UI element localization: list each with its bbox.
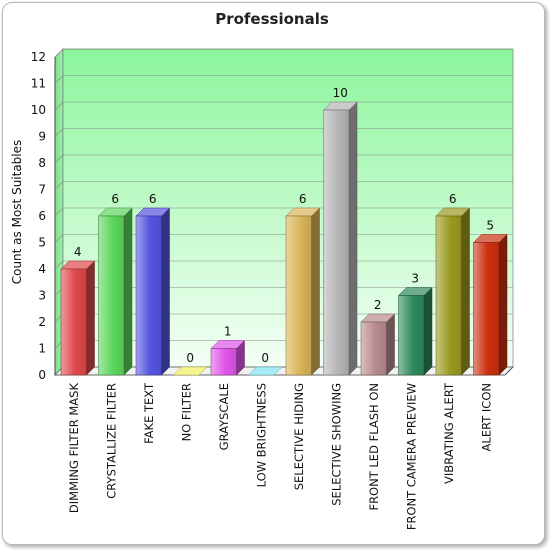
y-tick-label: 9 bbox=[38, 130, 46, 144]
bar-side bbox=[86, 260, 95, 376]
bar-group bbox=[472, 233, 508, 376]
gridline-wall bbox=[54, 234, 64, 243]
data-label: 0 bbox=[186, 351, 194, 365]
data-label: 6 bbox=[111, 192, 119, 206]
x-tick-label: SELECTIVE SHOWING bbox=[329, 383, 343, 506]
x-tick-label: CRYSTALLIZE FILTER bbox=[104, 383, 118, 499]
gridline-wall bbox=[54, 128, 64, 137]
data-label: 4 bbox=[74, 245, 82, 259]
data-label: 6 bbox=[299, 192, 307, 206]
bar-side bbox=[348, 101, 358, 376]
bar bbox=[98, 215, 125, 376]
gridline-wall bbox=[54, 48, 64, 58]
chart-title: Professionals bbox=[215, 10, 329, 28]
gridline-wall bbox=[54, 181, 64, 190]
bar bbox=[135, 215, 162, 376]
x-tick-label: FAKE TEXT bbox=[142, 382, 156, 444]
bar bbox=[360, 321, 387, 376]
bar-side bbox=[423, 286, 433, 376]
bar bbox=[398, 295, 425, 376]
y-tick-label: 6 bbox=[38, 209, 46, 223]
y-tick-label: 4 bbox=[38, 262, 46, 276]
bar-group bbox=[97, 207, 133, 376]
data-label: 3 bbox=[411, 272, 419, 286]
bar-group bbox=[397, 286, 433, 376]
x-tick-label: FRONT LED FLASH ON bbox=[367, 383, 381, 511]
data-label: 2 bbox=[374, 298, 382, 312]
bar-side bbox=[311, 207, 320, 376]
x-tick-label: DIMMING FILTER MASK bbox=[67, 383, 81, 514]
gridline-wall bbox=[54, 207, 64, 217]
gridline-wall bbox=[54, 101, 64, 111]
y-tick-label: 12 bbox=[31, 50, 46, 64]
y-tick-label: 2 bbox=[38, 315, 46, 329]
y-tick-label: 5 bbox=[38, 236, 46, 250]
x-tick-label: LOW BRIGHTNESS bbox=[254, 383, 268, 487]
y-axis-label: Count as Most Suitables bbox=[10, 140, 24, 285]
bar-side bbox=[386, 313, 395, 376]
bar bbox=[60, 268, 87, 376]
gridline-wall bbox=[54, 260, 64, 270]
bar-side bbox=[161, 207, 170, 376]
bar-group bbox=[360, 313, 396, 376]
bar-side bbox=[123, 207, 133, 376]
bar bbox=[323, 109, 350, 376]
y-tick-label: 0 bbox=[38, 368, 46, 382]
x-tick-label: VIBRATING ALERT bbox=[442, 382, 456, 484]
bar bbox=[435, 215, 462, 376]
bar-group bbox=[322, 101, 358, 376]
bar-group bbox=[247, 366, 283, 376]
bar-group bbox=[60, 260, 96, 376]
y-tick-label: 11 bbox=[31, 77, 46, 91]
x-tick-label: SELECTIVE HIDING bbox=[292, 383, 306, 490]
bar-top bbox=[247, 366, 283, 376]
bar-side bbox=[498, 233, 508, 376]
x-tick-label: ALERT ICON bbox=[479, 383, 493, 451]
y-tick-label: 10 bbox=[31, 103, 46, 117]
data-label: 10 bbox=[333, 86, 348, 100]
data-label: 0 bbox=[261, 351, 269, 365]
bar-group bbox=[285, 207, 321, 376]
data-label: 5 bbox=[486, 219, 494, 233]
x-tick-label: GRAYSCALE bbox=[217, 383, 231, 450]
y-tick-label: 3 bbox=[38, 289, 46, 303]
bar bbox=[285, 215, 312, 376]
x-tick-label: NO FILTER bbox=[179, 383, 193, 441]
bar-top bbox=[172, 366, 208, 376]
x-tick-label: FRONT CAMERA PREVIEW bbox=[404, 383, 418, 530]
bar-group bbox=[135, 207, 171, 376]
bar bbox=[210, 348, 237, 376]
y-tick-label: 8 bbox=[38, 156, 46, 170]
data-label: 1 bbox=[224, 325, 232, 339]
data-label: 6 bbox=[149, 192, 157, 206]
bar-side bbox=[461, 207, 470, 376]
bar bbox=[473, 242, 500, 376]
y-tick-label: 1 bbox=[38, 342, 46, 356]
gridline-wall bbox=[54, 154, 64, 164]
bar-group bbox=[172, 366, 208, 376]
bar-group bbox=[435, 207, 471, 376]
gridline-wall bbox=[54, 75, 64, 84]
bar-group bbox=[210, 339, 246, 376]
y-tick-label: 7 bbox=[38, 183, 46, 197]
data-label: 6 bbox=[449, 192, 457, 206]
